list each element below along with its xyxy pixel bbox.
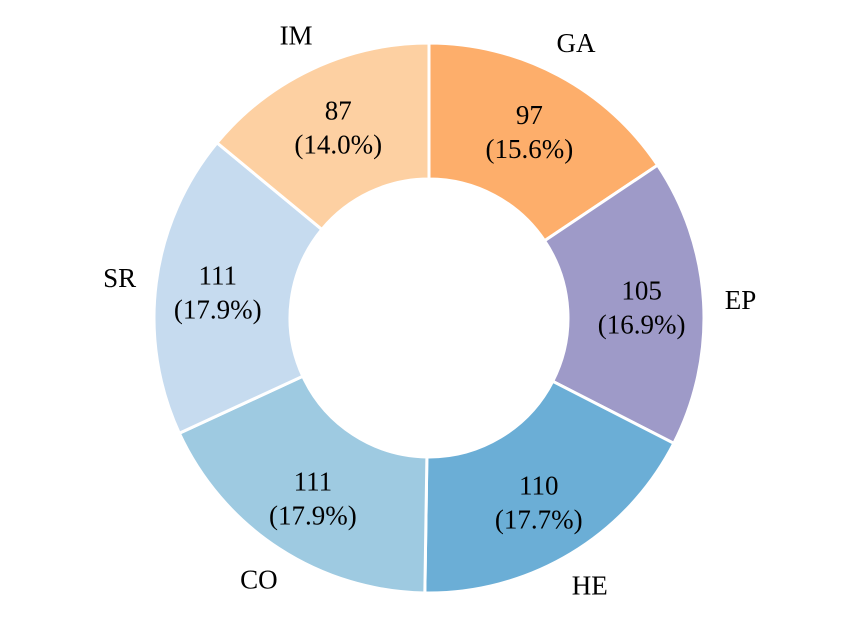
slice-percent-co: (17.9%) [269, 501, 357, 531]
slice-ga [427, 41, 660, 243]
slice-value-im: 87 [325, 95, 352, 125]
slice-co [177, 374, 429, 595]
slice-percent-im: (14.0%) [294, 129, 382, 159]
slice-sr [152, 140, 324, 436]
slice-he [423, 379, 676, 595]
slice-value-co: 111 [294, 467, 333, 497]
slice-value-ga: 97 [516, 100, 543, 130]
slices-layer [152, 41, 706, 595]
labels-layer: 97 (15.6%) GA 105 (16.9%) EP 110 (17.7%) HE 111 (1… [103, 21, 756, 601]
slice-label-he: HE [572, 570, 608, 600]
slice-im [214, 41, 431, 232]
slice-label-im: IM [280, 21, 313, 51]
slice-percent-sr: (17.9%) [174, 295, 262, 325]
slice-value-he: 110 [519, 471, 559, 501]
slice-value-sr: 111 [199, 261, 238, 291]
slice-label-co: CO [240, 565, 278, 595]
slice-percent-ep: (16.9%) [598, 310, 686, 340]
slice-label-ga: GA [557, 28, 596, 58]
slice-label-sr: SR [103, 263, 136, 293]
slice-percent-he: (17.7%) [495, 505, 583, 535]
slice-ep [542, 163, 706, 446]
slice-label-ep: EP [725, 285, 757, 315]
slice-percent-ga: (15.6%) [486, 134, 574, 164]
slice-value-ep: 105 [621, 276, 662, 306]
